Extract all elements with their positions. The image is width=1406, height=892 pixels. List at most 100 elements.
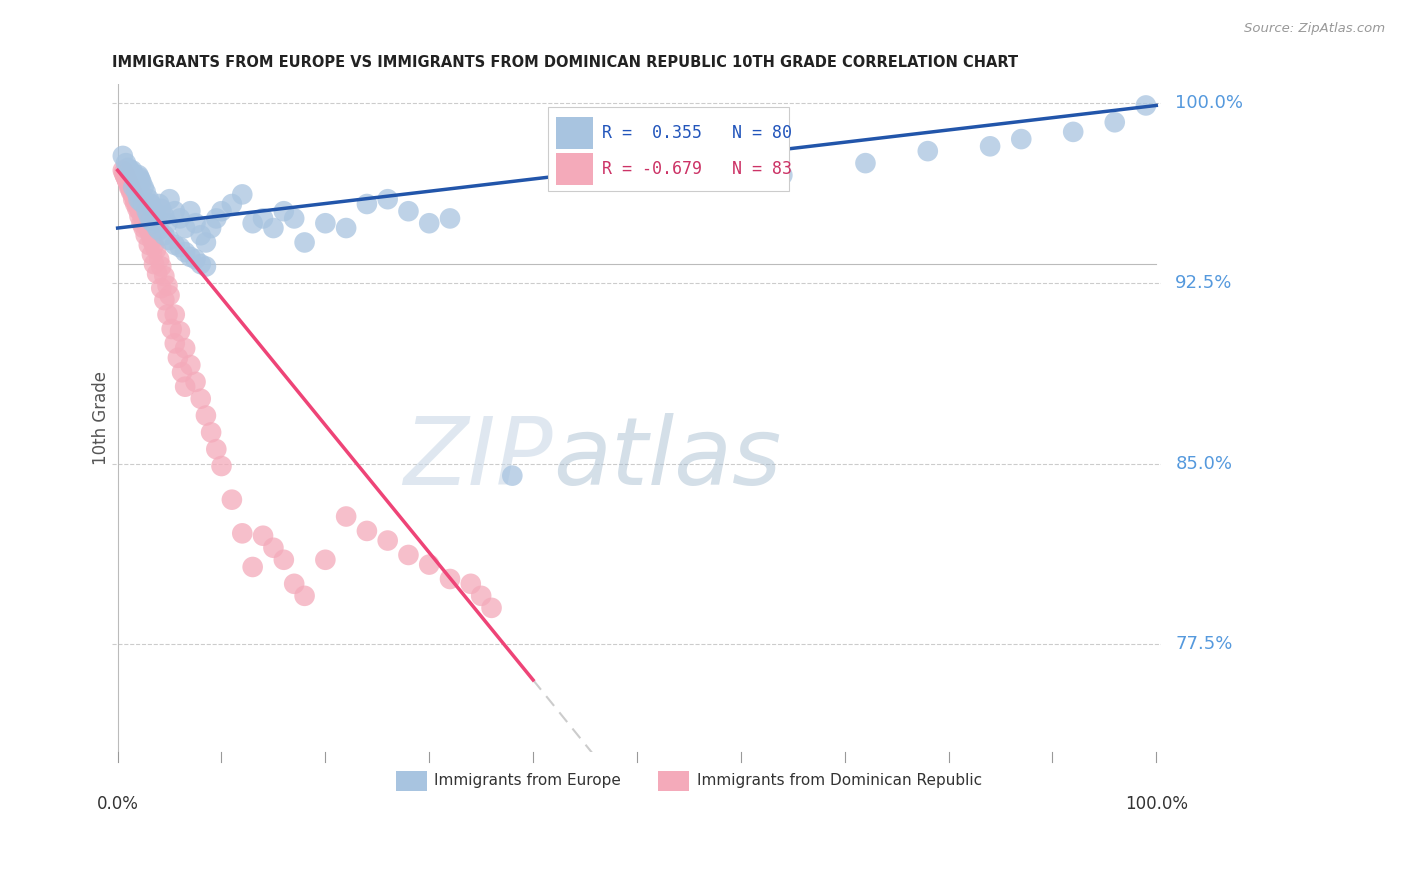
Point xyxy=(146,267,169,281)
Text: 100.0%: 100.0% xyxy=(1175,94,1243,112)
Point xyxy=(138,223,160,237)
FancyBboxPatch shape xyxy=(395,771,427,791)
Point xyxy=(132,211,155,226)
Point xyxy=(418,216,440,230)
Point xyxy=(770,168,793,182)
Point xyxy=(200,425,222,440)
Point xyxy=(146,221,169,235)
Text: 0.0%: 0.0% xyxy=(97,796,139,814)
Point xyxy=(135,204,157,219)
Point xyxy=(398,548,420,562)
Point xyxy=(709,156,731,170)
Point xyxy=(335,221,357,235)
Point xyxy=(141,233,163,247)
Point xyxy=(120,166,142,180)
Point xyxy=(117,161,139,175)
Point xyxy=(122,187,145,202)
Point xyxy=(242,216,264,230)
Point xyxy=(439,572,461,586)
Point xyxy=(153,293,176,307)
Point xyxy=(163,336,186,351)
Point xyxy=(111,163,134,178)
Point xyxy=(174,245,197,260)
Point xyxy=(120,180,142,194)
Point xyxy=(377,192,399,206)
Point xyxy=(132,180,155,194)
Point xyxy=(205,442,228,457)
Point xyxy=(283,211,305,226)
Point xyxy=(335,509,357,524)
Point xyxy=(118,178,141,192)
Point xyxy=(160,322,183,336)
Point xyxy=(129,173,152,187)
Point xyxy=(139,214,162,228)
Point xyxy=(439,211,461,226)
Text: 77.5%: 77.5% xyxy=(1175,635,1233,653)
Point xyxy=(115,170,138,185)
FancyBboxPatch shape xyxy=(557,117,593,149)
Point xyxy=(356,197,378,211)
Text: 100.0%: 100.0% xyxy=(1125,796,1188,814)
Point xyxy=(118,180,141,194)
Point xyxy=(127,202,149,216)
Point xyxy=(481,600,503,615)
Point xyxy=(979,139,1001,153)
Point xyxy=(148,252,170,267)
Point xyxy=(179,358,201,372)
Point xyxy=(135,219,157,233)
Text: Source: ZipAtlas.com: Source: ZipAtlas.com xyxy=(1244,22,1385,36)
Point xyxy=(418,558,440,572)
Point xyxy=(148,197,170,211)
FancyBboxPatch shape xyxy=(658,771,689,791)
Point xyxy=(114,168,136,182)
Point xyxy=(125,185,148,199)
Point xyxy=(163,308,186,322)
Point xyxy=(179,204,201,219)
Point xyxy=(138,238,160,252)
Point xyxy=(128,170,150,185)
Point xyxy=(190,257,212,271)
Point xyxy=(1104,115,1126,129)
Point xyxy=(242,560,264,574)
Point xyxy=(314,553,336,567)
Point xyxy=(156,308,179,322)
Point xyxy=(122,192,145,206)
Point xyxy=(159,288,181,302)
Text: Immigrants from Dominican Republic: Immigrants from Dominican Republic xyxy=(697,773,981,789)
Point xyxy=(125,175,148,189)
Point xyxy=(314,216,336,230)
Point xyxy=(120,183,142,197)
Point xyxy=(131,216,153,230)
Point xyxy=(132,221,155,235)
Point xyxy=(170,365,193,379)
Point xyxy=(501,468,523,483)
Point xyxy=(169,325,191,339)
Point xyxy=(273,204,295,219)
Text: R = -0.679   N = 83: R = -0.679 N = 83 xyxy=(602,161,793,178)
Point xyxy=(138,209,160,223)
Point xyxy=(205,211,228,226)
Point xyxy=(125,194,148,209)
Point xyxy=(156,216,179,230)
Point xyxy=(153,228,176,243)
Point xyxy=(143,238,166,252)
Point xyxy=(273,553,295,567)
Point xyxy=(138,192,160,206)
Point xyxy=(135,228,157,243)
Point xyxy=(169,211,191,226)
Point xyxy=(174,380,197,394)
Point xyxy=(127,192,149,206)
Point xyxy=(356,524,378,538)
Point xyxy=(184,216,207,230)
Point xyxy=(221,492,243,507)
Point xyxy=(117,175,139,189)
Point xyxy=(124,173,146,187)
Point xyxy=(127,197,149,211)
Point xyxy=(143,216,166,230)
Point xyxy=(460,577,482,591)
Point xyxy=(115,173,138,187)
Point xyxy=(1010,132,1032,146)
Point xyxy=(153,269,176,284)
Text: 92.5%: 92.5% xyxy=(1175,275,1233,293)
Point xyxy=(200,221,222,235)
